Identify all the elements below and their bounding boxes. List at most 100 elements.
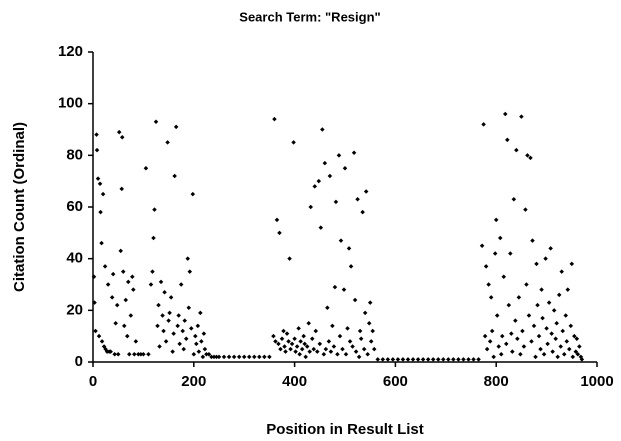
point xyxy=(523,207,528,212)
point xyxy=(493,217,499,223)
point xyxy=(425,357,431,362)
point xyxy=(553,336,558,342)
point xyxy=(153,119,159,125)
point xyxy=(177,341,182,347)
point xyxy=(146,351,151,357)
x-tick-label: 400 xyxy=(282,373,307,390)
x-tick-label: 600 xyxy=(383,373,408,390)
point xyxy=(187,269,193,274)
point xyxy=(430,357,436,362)
point xyxy=(191,351,197,357)
point xyxy=(516,295,522,300)
point xyxy=(257,354,262,360)
point xyxy=(471,357,476,362)
point xyxy=(488,295,494,300)
point xyxy=(171,331,176,336)
point xyxy=(351,150,357,156)
x-tick-label: 1000 xyxy=(580,373,613,390)
point xyxy=(252,354,257,360)
point xyxy=(128,313,134,318)
point xyxy=(496,344,501,349)
point xyxy=(573,349,579,354)
point xyxy=(333,199,339,205)
point xyxy=(316,178,322,184)
point xyxy=(99,240,104,246)
y-tick-label: 120 xyxy=(58,43,83,60)
point xyxy=(297,351,302,357)
point xyxy=(246,354,252,360)
point xyxy=(296,326,301,331)
point xyxy=(157,344,162,349)
point xyxy=(113,320,118,326)
point xyxy=(343,351,349,357)
point xyxy=(346,246,352,251)
point xyxy=(519,114,524,119)
point xyxy=(325,305,330,311)
point xyxy=(360,209,365,215)
point xyxy=(569,261,575,267)
point xyxy=(536,333,542,339)
point xyxy=(564,339,570,344)
point xyxy=(504,341,509,347)
point xyxy=(95,176,101,181)
point xyxy=(335,351,340,357)
point xyxy=(366,320,372,326)
point xyxy=(289,341,295,347)
point xyxy=(575,351,581,357)
point xyxy=(166,318,171,323)
point xyxy=(162,289,167,295)
point xyxy=(127,351,132,357)
point xyxy=(236,354,242,360)
x-tick-label: 800 xyxy=(484,373,509,390)
point xyxy=(315,349,320,354)
point xyxy=(288,346,293,352)
x-tick-label: 0 xyxy=(89,373,97,390)
point xyxy=(109,295,115,300)
point xyxy=(461,357,466,362)
point xyxy=(309,336,315,342)
point xyxy=(494,313,500,318)
point xyxy=(558,344,563,349)
point xyxy=(160,313,165,318)
point xyxy=(353,349,359,354)
point xyxy=(115,351,121,357)
x-tick-label: 200 xyxy=(181,373,206,390)
point xyxy=(371,346,377,352)
point xyxy=(156,302,161,308)
point xyxy=(186,305,192,311)
point xyxy=(336,153,342,158)
point xyxy=(211,354,217,360)
point xyxy=(385,357,391,362)
point xyxy=(272,116,277,122)
point xyxy=(524,282,529,287)
point xyxy=(304,344,310,349)
point xyxy=(574,336,580,342)
point xyxy=(130,274,135,280)
point xyxy=(161,328,166,334)
point xyxy=(202,346,208,352)
point xyxy=(548,246,553,251)
point xyxy=(163,339,169,344)
point xyxy=(158,279,164,285)
point xyxy=(362,310,368,316)
point xyxy=(302,341,307,347)
point xyxy=(501,274,507,280)
point xyxy=(195,323,201,329)
point xyxy=(278,346,283,352)
point xyxy=(172,173,177,179)
point xyxy=(549,331,554,336)
point xyxy=(543,256,548,261)
point xyxy=(274,217,280,223)
point xyxy=(120,269,126,274)
point xyxy=(168,295,174,300)
point xyxy=(556,292,562,298)
y-tick-label: 0 xyxy=(75,353,83,370)
point xyxy=(487,339,493,344)
point xyxy=(481,122,486,127)
point xyxy=(99,339,105,344)
point xyxy=(100,191,106,197)
point xyxy=(579,357,585,362)
point xyxy=(518,351,523,357)
point xyxy=(312,184,318,189)
point xyxy=(506,302,512,308)
